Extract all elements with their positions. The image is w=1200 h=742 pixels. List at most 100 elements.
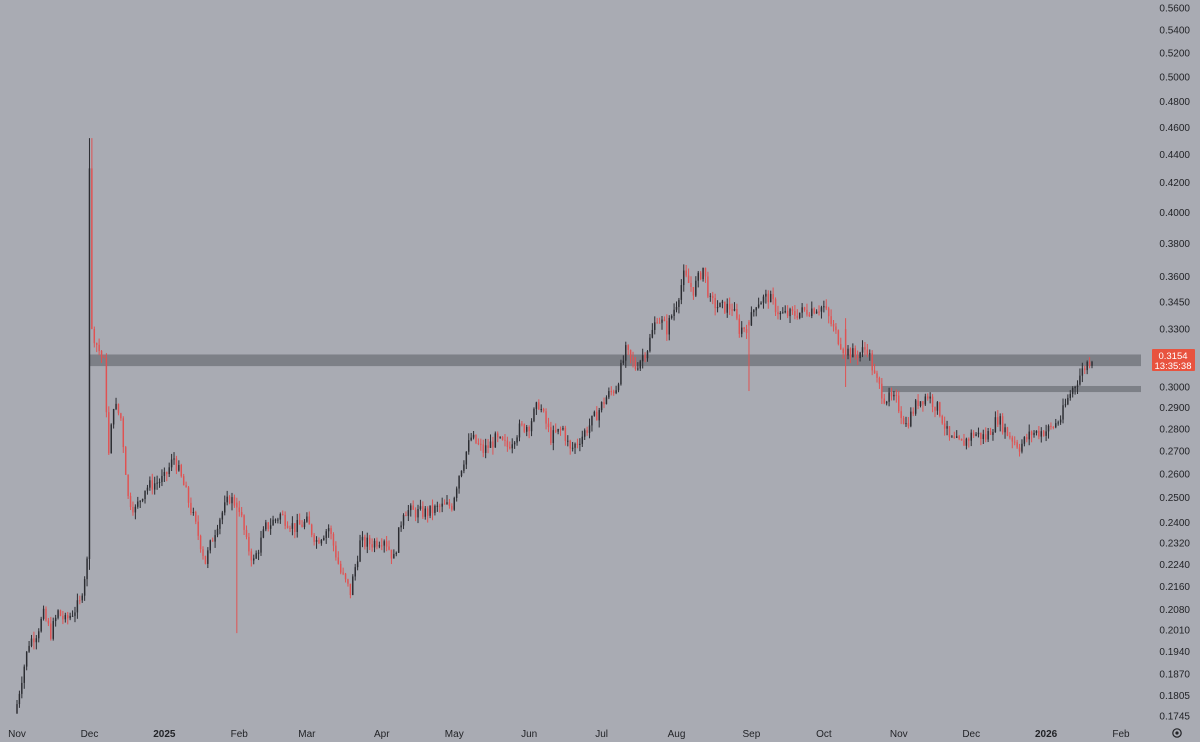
candle <box>352 574 354 596</box>
candle <box>1038 425 1040 440</box>
x-tick-label: Feb <box>1112 729 1130 740</box>
candle-body <box>335 545 337 558</box>
candle-body <box>233 497 236 506</box>
candle-body <box>890 392 893 397</box>
candle-body <box>30 638 33 646</box>
candle-body <box>426 508 429 516</box>
gear-icon[interactable] <box>1172 728 1182 738</box>
candle <box>180 463 182 478</box>
candle <box>586 426 588 436</box>
candle <box>989 427 992 436</box>
candle-body <box>586 430 588 433</box>
candle <box>702 267 704 282</box>
candle-body <box>202 549 204 556</box>
candle <box>941 414 943 425</box>
candle <box>741 321 743 338</box>
candle <box>864 341 866 356</box>
candle <box>30 634 33 648</box>
candle-body <box>315 540 318 542</box>
candle <box>1074 385 1076 395</box>
candle-body <box>702 267 704 280</box>
candle-body <box>574 443 576 448</box>
candle-body <box>1021 443 1023 452</box>
candle <box>16 699 18 714</box>
candle-body <box>443 503 446 505</box>
candle <box>64 612 67 623</box>
candle-body <box>984 434 987 440</box>
candle-body <box>381 545 383 547</box>
candle <box>818 305 820 316</box>
candle <box>480 438 482 451</box>
candle <box>782 307 784 314</box>
last-price-tag: 0.3154 13:35:38 <box>1152 349 1195 372</box>
candle-body <box>344 573 347 580</box>
candle <box>680 279 683 305</box>
candle-body <box>277 519 279 521</box>
candle <box>806 303 808 317</box>
candle-body <box>170 459 173 468</box>
candle <box>175 455 178 475</box>
candle-body <box>567 440 569 442</box>
candle <box>489 434 492 448</box>
candle-body <box>325 531 327 538</box>
candle-body <box>414 509 417 518</box>
time-axis[interactable]: Nov Dec 2025 Feb Mar Apr May Jun Jul Aug Sep Oct Nov… <box>8 729 1130 740</box>
candle <box>910 407 912 428</box>
candle-body <box>651 329 654 338</box>
candle-body <box>637 368 639 370</box>
candle <box>547 417 550 433</box>
candle-body <box>330 528 332 535</box>
x-tick-label: Dec <box>81 729 99 740</box>
candle <box>289 525 291 533</box>
candle-body <box>274 519 277 521</box>
candle <box>214 529 216 548</box>
candle <box>1023 436 1026 447</box>
candle <box>504 434 506 447</box>
candle <box>521 421 523 427</box>
candle-body <box>187 487 190 503</box>
candle-body <box>103 357 105 359</box>
candle <box>516 435 518 446</box>
candle-body <box>571 447 574 449</box>
candle <box>538 399 540 411</box>
candle-body <box>129 496 132 507</box>
candle-body <box>1071 388 1074 394</box>
candle-body <box>511 444 513 449</box>
candle-body <box>110 424 112 454</box>
candle-body <box>385 541 388 547</box>
candle <box>120 412 122 421</box>
candle-body <box>748 321 750 326</box>
candle-body <box>390 549 393 559</box>
candle <box>958 434 960 441</box>
candle-body <box>900 411 902 419</box>
candle-body <box>859 352 861 359</box>
candle <box>243 514 245 536</box>
candle <box>736 303 738 321</box>
candle <box>721 299 724 309</box>
candle-body <box>199 535 202 550</box>
candle <box>712 291 714 305</box>
candle <box>484 438 487 459</box>
candle-body <box>554 430 557 432</box>
candle <box>779 311 782 320</box>
candle <box>245 525 248 540</box>
candle <box>439 503 441 513</box>
candle-body <box>873 370 876 374</box>
candle-body <box>472 434 475 438</box>
x-tick-label: Apr <box>374 729 390 740</box>
candle <box>881 378 883 405</box>
candle <box>765 289 767 304</box>
candle <box>151 473 154 495</box>
candle-body <box>163 472 166 476</box>
candle <box>509 441 511 450</box>
candle <box>494 431 497 448</box>
candle <box>146 484 149 495</box>
candle <box>980 432 982 446</box>
candle-body <box>1076 384 1079 387</box>
candle-body <box>1086 361 1088 371</box>
candle-body <box>736 308 738 319</box>
candle-body <box>395 552 397 555</box>
candle <box>513 441 516 449</box>
